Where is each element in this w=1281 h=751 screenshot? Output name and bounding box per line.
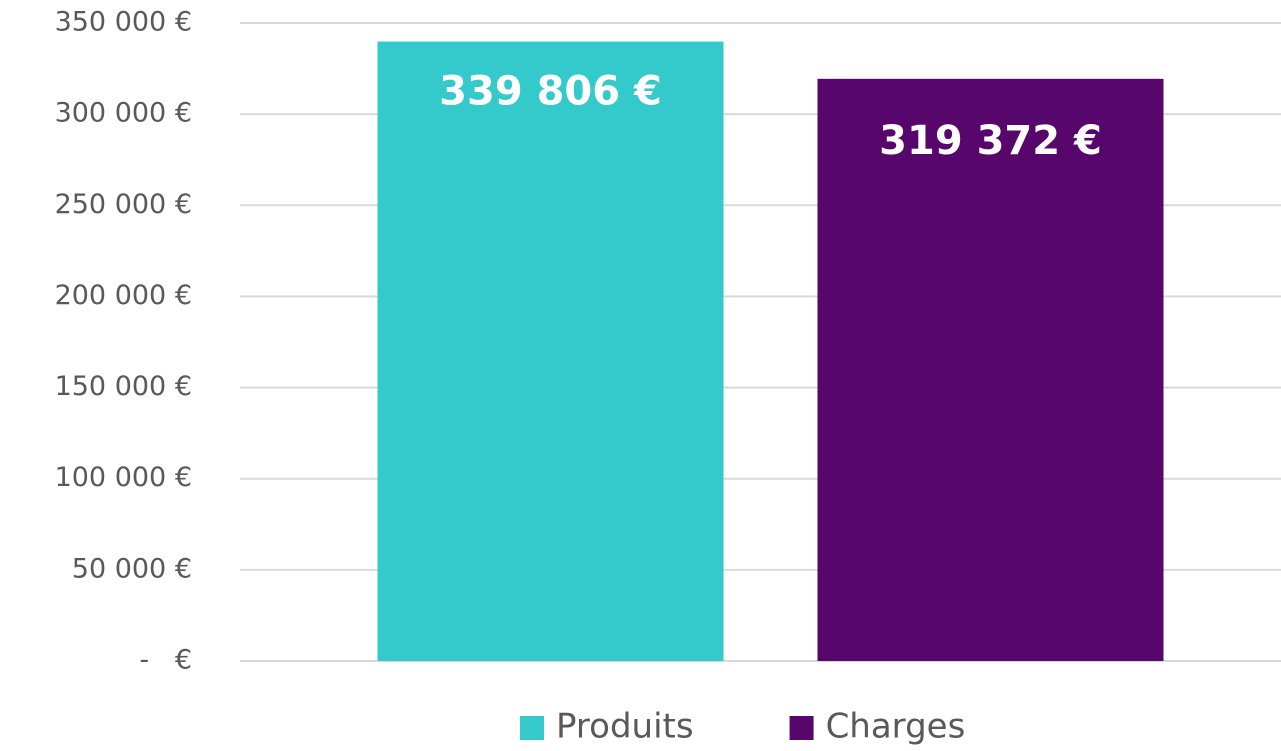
data-label: 339 806 € <box>439 69 662 115</box>
y-tick-label: 300 000 € <box>55 98 192 129</box>
y-tick-label: 50 000 € <box>72 553 192 584</box>
y-tick-label: - € <box>139 645 192 676</box>
y-tick-label: 350 000 € <box>55 7 192 38</box>
bar <box>817 78 1164 662</box>
y-tick-label: 100 000 € <box>55 462 192 493</box>
legend-label: Charges <box>826 707 966 747</box>
legend-swatch <box>789 716 814 740</box>
legend-swatch <box>520 716 544 740</box>
y-tick-label: 250 000 € <box>55 189 192 220</box>
data-label: 319 372 € <box>879 118 1102 164</box>
legend-label: Produits <box>556 707 694 747</box>
y-tick-label: 200 000 € <box>55 280 192 311</box>
bar <box>377 41 724 661</box>
y-tick-label: 150 000 € <box>55 371 192 402</box>
